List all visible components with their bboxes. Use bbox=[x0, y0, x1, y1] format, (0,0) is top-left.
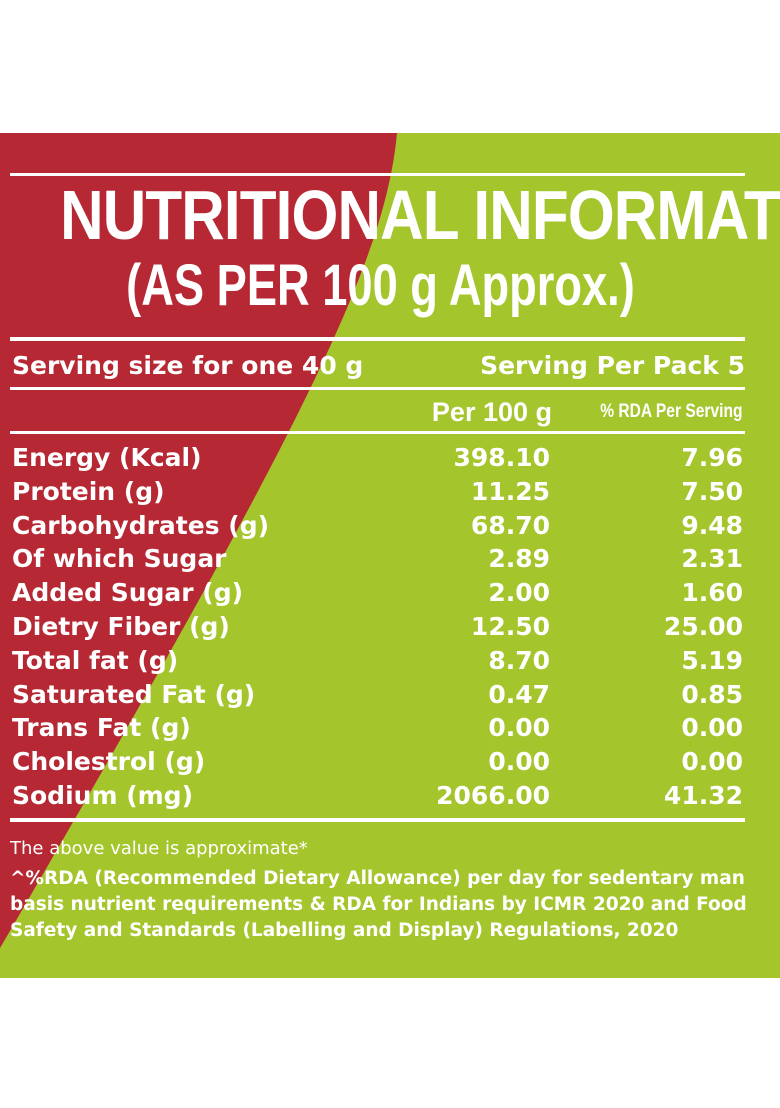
value-rda: 2.31 bbox=[681, 544, 743, 574]
table-row: Trans Fat (g) 0.00 0.00 bbox=[0, 711, 780, 745]
servings-per-pack: Serving Per Pack 5 bbox=[480, 351, 745, 380]
value-rda: 5.19 bbox=[681, 645, 743, 675]
nutrition-label-panel: NUTRITIONAL INFORMATION (AS PER 100 g Ap… bbox=[0, 133, 780, 978]
table-row: Protein (g) 11.25 7.50 bbox=[0, 475, 780, 509]
value-per-100g: 0.00 bbox=[488, 713, 550, 743]
table-row: Energy (Kcal) 398.10 7.96 bbox=[0, 441, 780, 475]
nutrient-name: Protein (g) bbox=[12, 476, 165, 506]
title-rule bbox=[10, 337, 745, 341]
two-tone-background bbox=[0, 133, 780, 978]
nutrient-name: Cholestrol (g) bbox=[12, 747, 206, 777]
column-header-per-100g: Per 100 g bbox=[431, 397, 552, 427]
value-per-100g: 2066.00 bbox=[436, 780, 550, 810]
value-rda: 41.32 bbox=[663, 780, 743, 810]
nutrient-table: Energy (Kcal) 398.10 7.96 Protein (g) 11… bbox=[0, 441, 780, 813]
top-rule bbox=[10, 173, 745, 176]
header-rule bbox=[10, 431, 745, 434]
value-rda: 9.48 bbox=[681, 510, 743, 540]
table-row: Cholestrol (g) 0.00 0.00 bbox=[0, 745, 780, 779]
nutrient-name: Sodium (mg) bbox=[12, 780, 193, 810]
value-rda: 7.50 bbox=[681, 476, 743, 506]
nutrient-name: Dietry Fiber (g) bbox=[12, 611, 230, 641]
label-subtitle: (AS PER 100 g Approx.) bbox=[126, 253, 635, 318]
value-rda: 0.00 bbox=[681, 747, 743, 777]
serving-rule bbox=[10, 387, 745, 390]
table-row: Added Sugar (g) 2.00 1.60 bbox=[0, 576, 780, 610]
value-per-100g: 2.00 bbox=[488, 578, 550, 608]
table-row: Carbohydrates (g) 68.70 9.48 bbox=[0, 509, 780, 543]
nutrient-name: Total fat (g) bbox=[12, 645, 179, 675]
table-row: Sodium (mg) 2066.00 41.32 bbox=[0, 779, 780, 813]
nutrient-name: Saturated Fat (g) bbox=[12, 679, 256, 709]
value-rda: 0.85 bbox=[681, 679, 743, 709]
serving-size: Serving size for one 40 g bbox=[12, 351, 364, 380]
value-per-100g: 398.10 bbox=[453, 443, 550, 472]
value-per-100g: 12.50 bbox=[470, 611, 550, 641]
value-per-100g: 11.25 bbox=[470, 476, 550, 506]
nutrient-name: Of which Sugar bbox=[12, 544, 227, 574]
approximate-note: The above value is approximate* bbox=[10, 838, 308, 859]
value-per-100g: 0.47 bbox=[488, 679, 550, 709]
value-rda: 1.60 bbox=[681, 578, 743, 608]
value-rda: 25.00 bbox=[663, 611, 743, 641]
nutrient-name: Carbohydrates (g) bbox=[12, 510, 270, 540]
rda-note-line-3: Safety and Standards (Labelling and Disp… bbox=[10, 920, 679, 941]
table-row: Saturated Fat (g) 0.47 0.85 bbox=[0, 678, 780, 712]
rda-note-line-1: ^%RDA (Recommended Dietary Allowance) pe… bbox=[10, 868, 745, 889]
footer-rule bbox=[10, 818, 745, 822]
value-rda: 0.00 bbox=[681, 713, 743, 743]
table-row: Dietry Fiber (g) 12.50 25.00 bbox=[0, 610, 780, 644]
rda-note-line-2: basis nutrient requirements & RDA for In… bbox=[10, 894, 747, 915]
value-per-100g: 2.89 bbox=[488, 544, 550, 574]
nutrient-name: Energy (Kcal) bbox=[12, 443, 202, 472]
nutrient-name: Added Sugar (g) bbox=[12, 578, 244, 608]
value-per-100g: 68.70 bbox=[470, 510, 550, 540]
nutrient-name: Trans Fat (g) bbox=[12, 713, 191, 743]
value-per-100g: 8.70 bbox=[488, 645, 550, 675]
value-rda: 7.96 bbox=[681, 443, 743, 472]
column-header-rda: % RDA Per Serving bbox=[600, 401, 743, 422]
label-title: NUTRITIONAL INFORMATION bbox=[60, 176, 780, 254]
background-red-curve bbox=[0, 133, 397, 948]
table-row: Of which Sugar 2.89 2.31 bbox=[0, 542, 780, 576]
table-row: Total fat (g) 8.70 5.19 bbox=[0, 644, 780, 678]
value-per-100g: 0.00 bbox=[488, 747, 550, 777]
